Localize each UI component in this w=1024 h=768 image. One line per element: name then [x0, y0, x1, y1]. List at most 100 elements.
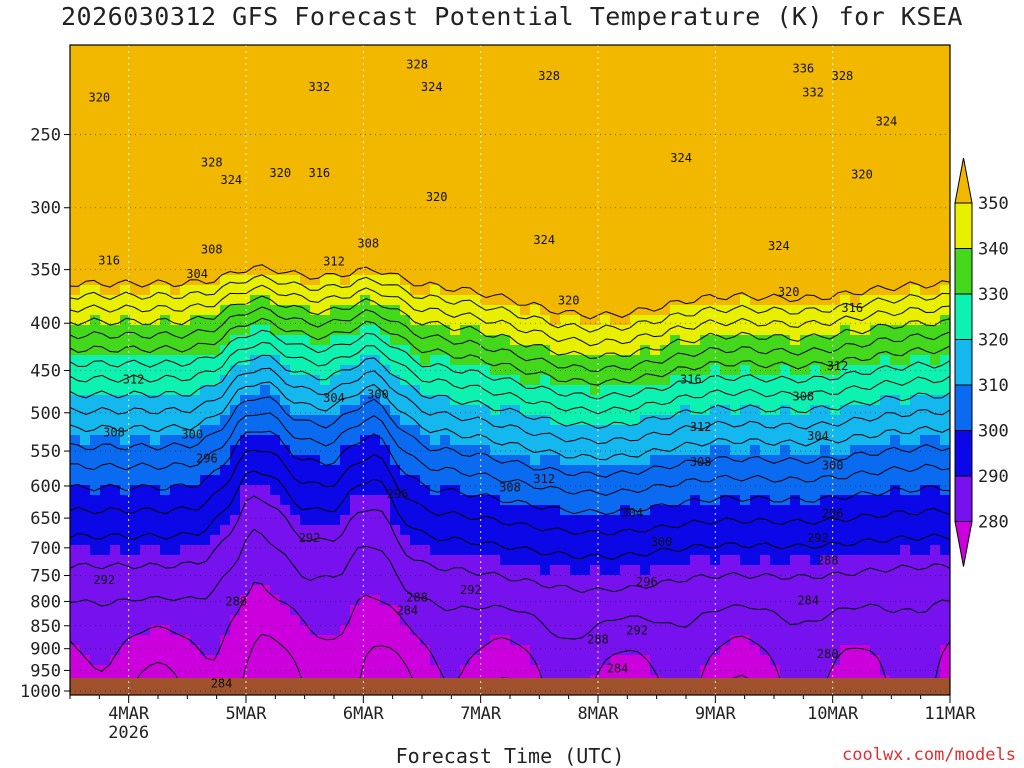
legend-label: 340 — [978, 240, 1009, 260]
contour-label: 304 — [807, 429, 829, 443]
legend-label: 280 — [978, 513, 1009, 533]
contour-label: 320 — [851, 167, 873, 181]
contour-labels: 320 332 328 324 328 336 328 332 328 324 320 316 320 3… — [88, 58, 897, 691]
x-axis-label: Forecast Time (UTC) — [395, 744, 625, 768]
contour-label: 320 — [778, 285, 800, 299]
contour-308 — [70, 396, 950, 478]
contour-label: 312 — [690, 420, 712, 434]
contour-label: 328 — [832, 69, 854, 83]
contour-label: 304 — [621, 506, 643, 520]
contour-label: 300 — [651, 535, 673, 549]
contour-340 — [70, 295, 950, 359]
contour-label: 320 — [88, 91, 110, 105]
contour-label: 288 — [817, 553, 839, 567]
x-tick-label: 4MAR — [108, 704, 150, 724]
chart-title: 2026030312 GFS Forecast Potential Temper… — [61, 2, 963, 31]
contour-label: 308 — [201, 243, 223, 257]
contour-label: 316 — [680, 372, 702, 386]
contour-324 — [70, 341, 950, 415]
contour-label: 284 — [797, 593, 819, 607]
legend-label: 330 — [978, 285, 1009, 305]
contour-label: 308 — [499, 480, 521, 494]
y-tick-label: 300 — [30, 199, 61, 219]
contour-label: 296 — [196, 451, 218, 465]
y-tick-label: 600 — [30, 477, 61, 497]
contour-312 — [70, 381, 950, 461]
contour-label: 336 — [792, 61, 814, 75]
axes: 250 300 350 400 450 500 550 600 650 700 750 800 850 9… — [20, 126, 976, 743]
potential-temperature-field — [70, 45, 950, 695]
legend-label: 310 — [978, 376, 1009, 396]
contour-label: 320 — [558, 294, 580, 308]
y-tick-label: 500 — [30, 404, 61, 424]
y-tick-label: 1000 — [20, 682, 61, 702]
contour-label: 316 — [841, 301, 863, 315]
credit-link[interactable]: coolwx.com/models — [842, 745, 1016, 765]
contour-label: 296 — [822, 507, 844, 521]
y-tick-label: 950 — [30, 661, 61, 681]
y-tick-label: 800 — [30, 592, 61, 612]
contour-label: 308 — [690, 455, 712, 469]
contour-label: 280 — [817, 647, 839, 661]
contour-label: 324 — [876, 115, 898, 129]
contour-label: 320 — [426, 190, 448, 204]
contour-label: 300 — [367, 388, 389, 402]
legend-swatch — [954, 475, 973, 522]
contour-label: 328 — [201, 155, 223, 169]
contour-label: 288 — [225, 594, 247, 608]
y-tick-label: 650 — [30, 509, 61, 529]
x-tick-label: 11MAR — [924, 704, 976, 724]
contour-label: 308 — [357, 237, 379, 251]
contour-label: 284 — [607, 661, 629, 675]
legend-swatch — [954, 384, 973, 431]
contour-352 — [70, 264, 950, 320]
contour-label: 308 — [103, 425, 125, 439]
x-tick-label: 10MAR — [807, 704, 859, 724]
contour-288 — [70, 495, 950, 594]
contour-label: 324 — [533, 233, 555, 247]
legend-label: 300 — [978, 422, 1009, 442]
y-tick-label: 400 — [30, 314, 61, 334]
contour-label: 312 — [323, 255, 345, 269]
contour-284 — [70, 528, 950, 640]
legend-arrow-high — [954, 157, 973, 204]
legend-label: 350 — [978, 194, 1009, 214]
contour-label: 324 — [670, 151, 692, 165]
y-tick-label: 700 — [30, 539, 61, 559]
contour-316 — [70, 367, 950, 445]
contour-label: 296 — [636, 575, 658, 589]
y-tick-label: 750 — [30, 567, 61, 587]
x-tick-label: 8MAR — [578, 704, 620, 724]
x-tick-label: 9MAR — [695, 704, 737, 724]
contour-label: 320 — [269, 166, 291, 180]
contour-300 — [70, 430, 950, 515]
y-tick-label: 250 — [30, 126, 61, 146]
contour-label: 332 — [308, 80, 330, 94]
contour-label: 328 — [406, 58, 428, 72]
contour-label: 304 — [323, 391, 345, 405]
contour-label: 324 — [220, 173, 242, 187]
contour-label: 312 — [533, 472, 555, 486]
contour-328 — [70, 329, 950, 400]
contour-320 — [70, 354, 950, 429]
legend-swatch — [954, 430, 973, 477]
legend-swatch — [954, 339, 973, 386]
contour-label: 304 — [186, 267, 208, 281]
x-tick-label: 5MAR — [226, 704, 268, 724]
y-tick-label: 850 — [30, 617, 61, 637]
legend-arrow-low — [954, 521, 973, 567]
contour-label: 324 — [768, 239, 790, 253]
contour-348 — [70, 274, 950, 333]
x-tick-sublabel: 2026 — [108, 723, 149, 743]
contour-label: 312 — [123, 372, 145, 386]
x-tick-label: 6MAR — [343, 704, 385, 724]
legend-swatch — [954, 202, 973, 249]
y-tick-label: 450 — [30, 361, 61, 381]
contour-label: 292 — [626, 623, 648, 637]
y-tick-label: 900 — [30, 640, 61, 660]
contour-label: 316 — [308, 166, 330, 180]
grid-lines — [70, 45, 950, 695]
contour-label: 332 — [802, 85, 824, 99]
contour-label: 300 — [181, 428, 203, 442]
